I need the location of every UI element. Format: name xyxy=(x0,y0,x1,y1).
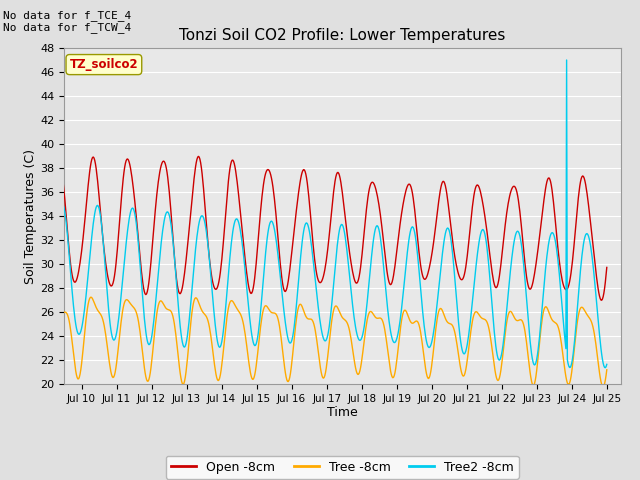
Y-axis label: Soil Temperatures (C): Soil Temperatures (C) xyxy=(24,148,37,284)
Legend: Open -8cm, Tree -8cm, Tree2 -8cm: Open -8cm, Tree -8cm, Tree2 -8cm xyxy=(166,456,519,479)
Text: TZ_soilco2: TZ_soilco2 xyxy=(70,58,138,71)
X-axis label: Time: Time xyxy=(327,407,358,420)
Text: No data for f_TCE_4
No data for f_TCW_4: No data for f_TCE_4 No data for f_TCW_4 xyxy=(3,10,131,33)
Title: Tonzi Soil CO2 Profile: Lower Temperatures: Tonzi Soil CO2 Profile: Lower Temperatur… xyxy=(179,28,506,43)
